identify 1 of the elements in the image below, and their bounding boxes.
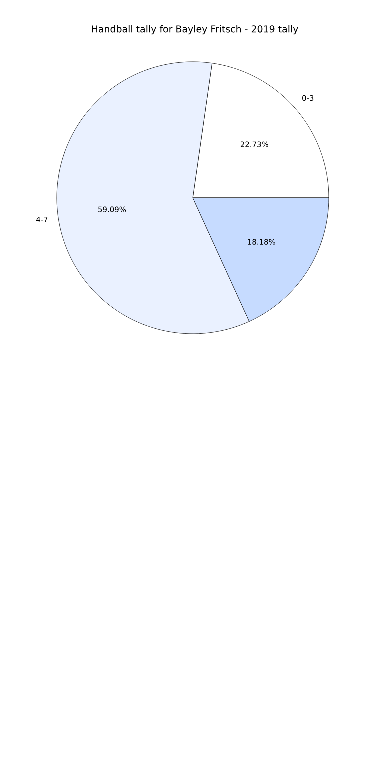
chart-title: Handball tally for Bayley Fritsch - 2019 tally bbox=[92, 25, 298, 35]
